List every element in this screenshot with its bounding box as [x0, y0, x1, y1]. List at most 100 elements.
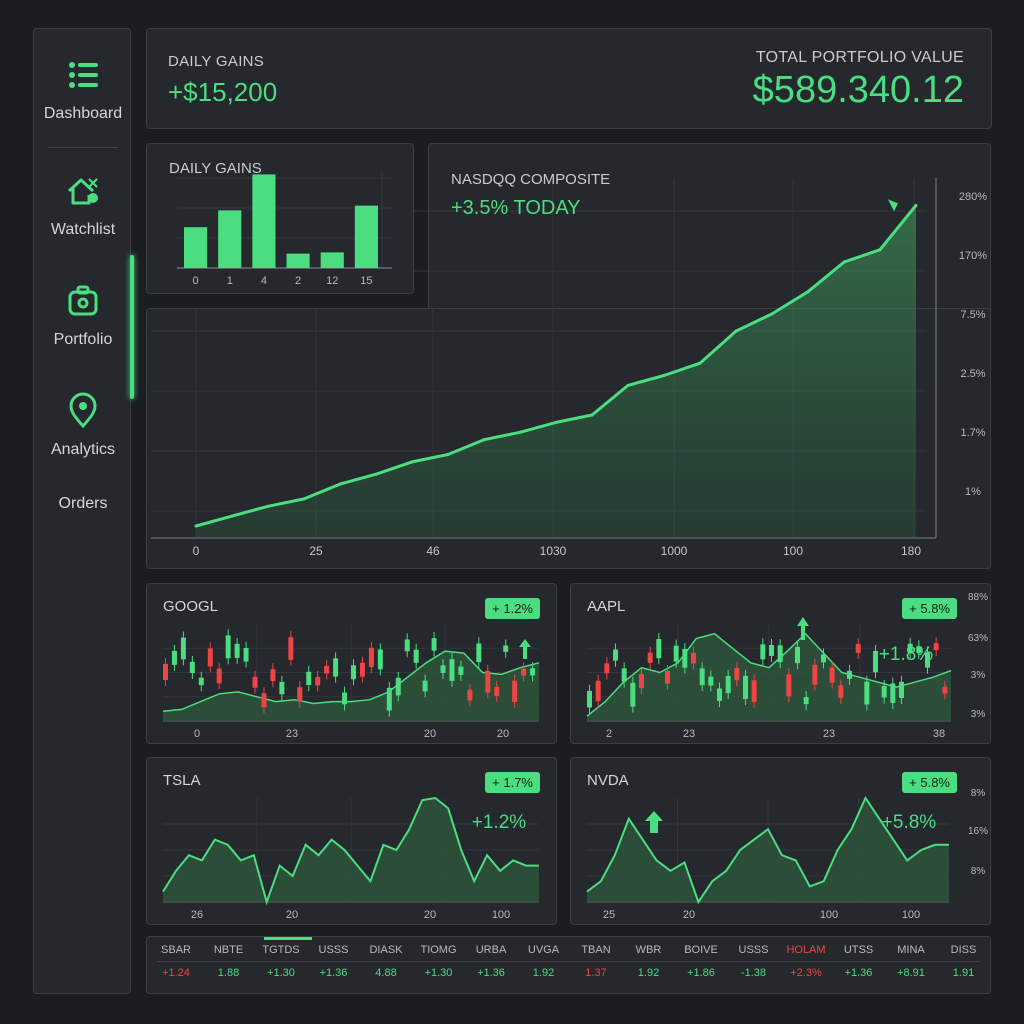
data-point [914, 203, 918, 207]
candle-body [503, 645, 509, 652]
candle-body [476, 643, 482, 663]
ticker-change: +1.24 [162, 967, 190, 979]
bar-tick-label: 15 [360, 275, 372, 287]
data-point [698, 361, 702, 365]
ticker-symbol[interactable]: DISS [950, 944, 977, 956]
x-tick-label: 20 [286, 909, 298, 921]
stock-card-nvda[interactable]: NVDA + 5.8% 25 20 100 100 8% 16% 8% +5.8% [570, 757, 991, 925]
series-line [162, 796, 539, 906]
nav-watchlist-label: Watchlist [50, 221, 116, 238]
trend-arrow-icon [888, 199, 898, 212]
ticker-symbol[interactable]: BOIVE [684, 944, 718, 956]
ticker-symbol[interactable]: DIASK [369, 944, 403, 956]
candle-body [395, 677, 401, 696]
candle-body [530, 668, 536, 676]
candle-body [699, 668, 705, 686]
series-line [586, 632, 952, 717]
nav-portfolio[interactable]: Portfolio [34, 281, 132, 349]
candle-body [829, 667, 835, 683]
candle-body [404, 639, 410, 652]
ticker-symbol[interactable]: UTSS [843, 944, 874, 956]
data-point [446, 452, 450, 456]
bar-tick-label: 4 [261, 275, 267, 287]
ticker-symbol[interactable]: UVGA [527, 944, 560, 956]
x-tick-label: 0 [194, 728, 200, 740]
up-arrow-icon [519, 639, 531, 659]
ticker-symbol[interactable]: SBAR [161, 944, 191, 956]
y-tick-label: 7.5% [960, 309, 985, 321]
aapl-chart: 2 23 23 38 88% 63% 3% 3% +1.8% [586, 592, 988, 740]
portfolio-header: DAILY GAINS +$15,200 TOTAL PORTFOLIO VAL… [146, 28, 992, 129]
stock-symbol: NVDA [587, 772, 629, 789]
candle-body [467, 689, 473, 701]
y-tick-label: 2.5% [960, 368, 985, 380]
x-tick-label: 26 [191, 909, 203, 921]
nav-dashboard[interactable]: Dashboard [34, 55, 132, 123]
candle-body [198, 677, 204, 686]
ticker-change: 4.88 [375, 967, 397, 979]
y-tick-label: 3% [971, 670, 986, 681]
x-tick-label: 1000 [661, 544, 688, 558]
stock-card-googl[interactable]: GOOGL + 1.2% 0 23 20 20 [146, 583, 557, 744]
total-portfolio-value: $589.340.12 [752, 69, 964, 111]
candle-body [189, 661, 195, 673]
ticker-symbol[interactable]: URBA [475, 944, 507, 956]
data-point [482, 438, 486, 442]
stock-card-aapl[interactable]: AAPL + 5.8% 2 23 23 38 88% 63% 3% 3% +1.8% [570, 583, 991, 744]
candle-body [252, 676, 258, 688]
data-point [338, 482, 342, 486]
nav-orders-label: Orders [58, 495, 108, 512]
y-tick-label: 170% [959, 250, 987, 262]
nav-portfolio-label: Portfolio [53, 331, 113, 348]
ticker-symbol[interactable]: TBAN [581, 944, 611, 956]
ticker-symbol[interactable]: NBTE [213, 944, 244, 956]
x-tick-label: 25 [309, 544, 323, 558]
candle-body [769, 644, 774, 656]
change-badge: + 5.8% [902, 772, 957, 793]
candle-body [725, 675, 731, 694]
x-tick-label: 46 [426, 544, 440, 558]
bar-tick-label: 2 [295, 275, 301, 287]
series-line [162, 650, 540, 713]
daily-gains-bar-chart: 0 1 4 2 12 15 [177, 172, 392, 287]
ticker-symbol[interactable]: MINA [897, 944, 925, 956]
candle-body [812, 664, 818, 685]
candle-body [916, 646, 922, 653]
list-icon [69, 62, 98, 88]
area-fill [587, 633, 951, 721]
nav-divider [48, 147, 118, 148]
ticker-symbol[interactable]: USSS [738, 944, 769, 956]
candle-body [821, 654, 826, 663]
candle-body [734, 668, 740, 681]
nav-watchlist[interactable]: Watchlist [34, 171, 132, 239]
stock-card-tsla[interactable]: TSLA + 1.7% 26 20 20 100 +1.2% [146, 757, 557, 925]
ticker-symbol[interactable]: WBR [635, 944, 662, 956]
googl-chart: 0 23 20 20 [162, 624, 540, 740]
data-point [302, 497, 306, 501]
nav-orders[interactable]: Orders [34, 495, 132, 513]
candle-body [786, 674, 792, 697]
ticker-symbol[interactable]: TIOMG [420, 944, 457, 956]
candle-body [413, 649, 419, 663]
stock-symbol: GOOGL [163, 598, 219, 615]
candle-body [270, 669, 276, 682]
ticker-symbol[interactable]: TGTDS [262, 944, 300, 956]
series-line [586, 795, 949, 905]
ticker-change: 1.92 [532, 967, 555, 979]
candle-body [243, 648, 249, 662]
candle-body [925, 652, 930, 668]
x-tick-label: 38 [933, 728, 945, 740]
nav-analytics[interactable]: Analytics [34, 391, 132, 459]
bar-tick-label: 1 [227, 275, 233, 287]
candle-body [306, 671, 312, 685]
candle-body [512, 680, 518, 702]
ticker-change: +2.3% [790, 967, 822, 979]
ticker-symbol[interactable]: USSS [318, 944, 349, 956]
y-tick-label: 280% [959, 191, 987, 203]
house-icon [67, 178, 98, 205]
mini-chart-title: DAILY GAINS [169, 160, 262, 177]
data-point [842, 260, 846, 264]
candle-body [665, 671, 670, 684]
ticker-symbol[interactable]: HOLAM [786, 944, 826, 956]
ticker-change: 1.91 [952, 967, 975, 979]
